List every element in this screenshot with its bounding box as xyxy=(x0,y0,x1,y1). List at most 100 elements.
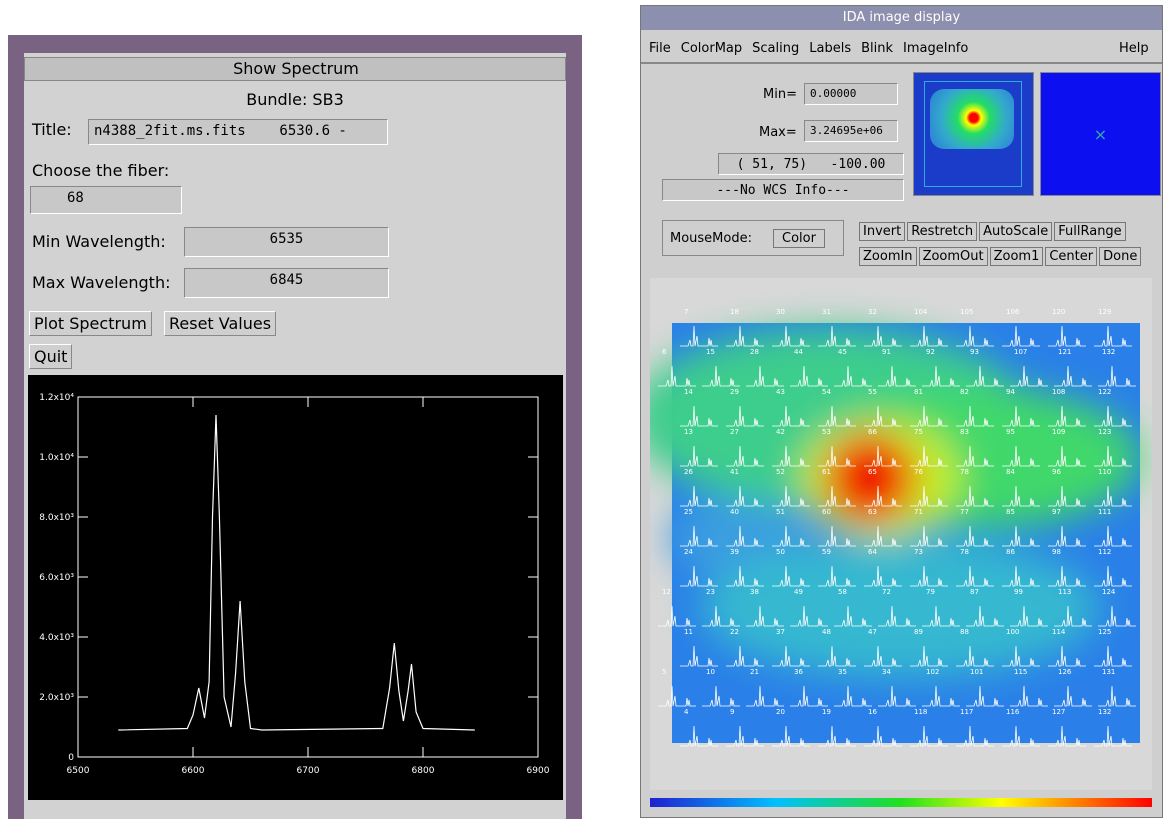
fiber-label: 39 xyxy=(730,548,739,556)
fiber-label: 27 xyxy=(730,428,739,436)
mini-spectrum xyxy=(1048,445,1086,467)
mini-spectrum xyxy=(680,485,718,507)
button[interactable]: Center xyxy=(1045,247,1098,266)
fiber-label: 82 xyxy=(960,388,969,396)
fiber-label: 40 xyxy=(730,508,739,516)
label: Title: xyxy=(32,120,72,139)
window-title: IDA image display xyxy=(842,10,961,25)
x-tick-label: 6900 xyxy=(527,766,550,776)
menu-item[interactable]: ImageInfo xyxy=(903,41,969,56)
mini-spectrum xyxy=(956,565,994,587)
button[interactable]: FullRange xyxy=(1054,222,1126,241)
menu-item[interactable]: Blink xyxy=(861,41,894,56)
mousemode-box: MouseMode: Color xyxy=(662,220,844,256)
fiber-label: 129 xyxy=(1098,308,1111,316)
label: MouseMode: xyxy=(670,231,752,246)
max-field[interactable]: 3.24695e+06 xyxy=(804,120,898,142)
button[interactable]: Zoom1 xyxy=(989,247,1044,266)
button[interactable]: ZoomIn xyxy=(859,247,917,266)
mini-spectrum xyxy=(966,605,1004,627)
fiber-label: 54 xyxy=(822,388,831,396)
fiber-label: 115 xyxy=(1014,668,1027,676)
dropdown[interactable]: Color xyxy=(773,229,825,248)
fiber-label: 75 xyxy=(914,428,923,436)
fiber-label: 100 xyxy=(1006,628,1019,636)
fiber-label: 19 xyxy=(822,708,831,716)
mini-spectrum xyxy=(1002,445,1040,467)
mini-spectrum xyxy=(1048,405,1086,427)
button[interactable]: Done xyxy=(1099,247,1142,266)
right-window: IDA image display File ColorMap Scaling Lab… xyxy=(640,5,1163,818)
fiber-label: 98 xyxy=(1052,548,1061,556)
min-field[interactable]: 0.00000 xyxy=(804,83,898,105)
y-tick-label: 8.0x10³ xyxy=(39,513,74,523)
fiber-field[interactable]: 68 xyxy=(30,186,182,214)
fiber-label: 44 xyxy=(794,348,803,356)
mini-spectrum xyxy=(680,405,718,427)
mini-spectrum xyxy=(726,525,764,547)
max-field[interactable]: 6845 xyxy=(184,268,389,298)
fiber-label: 65 xyxy=(868,468,877,476)
menu-item[interactable]: Scaling xyxy=(752,41,800,56)
mini-spectrum xyxy=(1002,325,1040,347)
fiber-label: 125 xyxy=(1098,628,1111,636)
fiber-label: 81 xyxy=(914,388,923,396)
button[interactable]: AutoScale xyxy=(979,222,1053,241)
fiber-label: 72 xyxy=(882,588,891,596)
spectrum-plot: 0 2.0x10³ 4.0x10³ 6.0x10³ 8.0x10³ 1.0x10⁴ 1.2x… xyxy=(28,375,563,800)
mini-spectrum xyxy=(1010,685,1048,707)
fiber-label: 116 xyxy=(1006,708,1020,716)
fiber-label: 43 xyxy=(776,388,785,396)
menu-item[interactable]: Labels xyxy=(809,41,852,56)
fiber-label: 26 xyxy=(684,468,693,476)
mini-spectrum xyxy=(772,445,810,467)
fiber-label: 61 xyxy=(822,468,831,476)
pan-image xyxy=(930,89,1014,149)
mini-spectrum xyxy=(864,485,902,507)
mini-spectrum xyxy=(966,365,1004,387)
button[interactable]: Quit xyxy=(29,344,73,369)
mini-spectrum xyxy=(910,485,948,507)
menu-item[interactable]: ColorMap xyxy=(680,41,743,56)
fiber-label: 76 xyxy=(914,468,923,476)
label: Min Wavelength: xyxy=(32,232,166,251)
button[interactable]: Invert xyxy=(859,222,906,241)
mini-spectrum xyxy=(834,605,872,627)
button[interactable]: Restretch xyxy=(907,222,978,241)
button-row: Invert Restretch AutoScale FullRange xyxy=(859,220,1128,241)
mini-spectrum xyxy=(1094,525,1132,547)
button[interactable]: Reset Values xyxy=(164,311,277,336)
plot-frame xyxy=(77,396,539,758)
fiber-label: 108 xyxy=(1052,388,1065,396)
mini-spectrum xyxy=(772,405,810,427)
mini-spectrum xyxy=(680,525,718,547)
mini-spectrum xyxy=(658,605,696,627)
mini-spectrum xyxy=(1048,525,1086,547)
fiber-label: 36 xyxy=(794,668,803,676)
fiber-label: 25 xyxy=(684,508,693,516)
fiber-label: 47 xyxy=(868,628,877,636)
title-field[interactable]: n4388_2fit.ms.fits 6530.6 - xyxy=(88,119,388,145)
fiber-label: 105 xyxy=(960,308,973,316)
mini-spectrum xyxy=(1094,445,1132,467)
button[interactable]: ZoomOut xyxy=(918,247,988,266)
fiber-label: 78 xyxy=(960,548,969,556)
fiber-label: 107 xyxy=(1014,348,1027,356)
x-tick-label: 6500 xyxy=(67,766,90,776)
menu-item[interactable]: File xyxy=(649,41,671,56)
fiber-label: 42 xyxy=(776,428,785,436)
mini-spectrum xyxy=(1094,325,1132,347)
mini-spectrum xyxy=(910,445,948,467)
fiber-label: 63 xyxy=(868,508,877,516)
mini-spectrum xyxy=(1098,685,1136,707)
mini-spectrum xyxy=(680,565,718,587)
fiber-label: 37 xyxy=(776,628,785,636)
fiber-label: 118 xyxy=(914,708,927,716)
fiber-label: 132 xyxy=(1102,348,1115,356)
mini-spectrum xyxy=(1048,645,1086,667)
button[interactable]: Plot Spectrum xyxy=(29,311,152,336)
min-field[interactable]: 6535 xyxy=(184,227,389,257)
mini-spectrum xyxy=(910,645,948,667)
pan-box xyxy=(924,81,1022,187)
menu-item[interactable]: Help xyxy=(1119,41,1149,56)
